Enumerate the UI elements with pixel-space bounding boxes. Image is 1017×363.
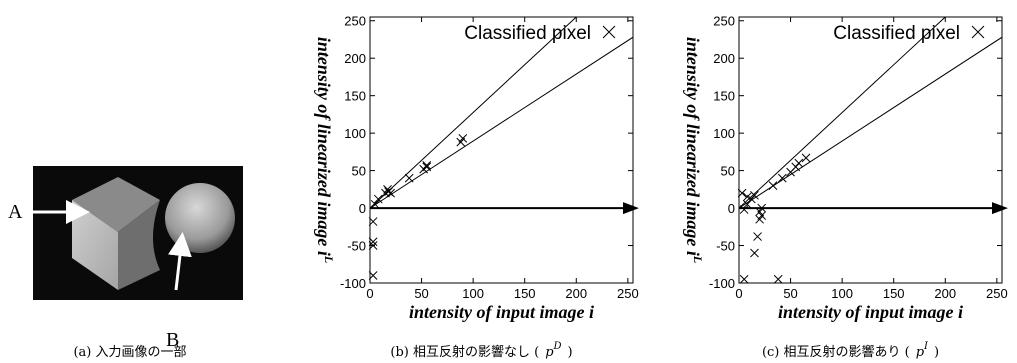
point xyxy=(740,275,748,283)
point xyxy=(405,174,413,182)
y-tick-label: -100 xyxy=(340,276,366,291)
y-tick-label: 0 xyxy=(359,201,366,216)
y-tick-label: -50 xyxy=(347,239,366,254)
point xyxy=(423,161,431,169)
y-tick-label: 50 xyxy=(352,164,366,179)
caption-sup: D xyxy=(553,341,562,352)
y-axis-label-sup: L xyxy=(691,255,705,263)
x-tick-label: 0 xyxy=(366,286,373,301)
y-tick-label: 100 xyxy=(713,126,735,141)
y-tick-label: 100 xyxy=(344,126,366,141)
x-axis-label: intensity of input image i xyxy=(778,302,963,322)
legend-label: Classified pixel xyxy=(833,23,960,44)
reference-line xyxy=(370,17,576,208)
y-axis-label-sup: L xyxy=(322,255,336,263)
y-tick-label: 250 xyxy=(344,14,366,29)
x-tick-label: 0 xyxy=(735,286,742,301)
caption: (a) 入力画像の一部 xyxy=(73,345,186,360)
x-tick-label: 100 xyxy=(462,286,484,301)
x-tick-label: 100 xyxy=(831,286,853,301)
point xyxy=(754,233,762,241)
input-image xyxy=(30,166,243,300)
caption: (c) 相互反射の影響あり (pI) xyxy=(762,341,939,360)
x-tick-label: 200 xyxy=(934,286,956,301)
point xyxy=(758,212,766,220)
legend-label: Classified pixel xyxy=(464,23,591,44)
caption-close: ) xyxy=(568,345,573,360)
caption-close: ) xyxy=(934,345,939,360)
caption-text: (c) 相互反射の影響あり ( xyxy=(762,344,910,360)
figure: A B (a) 入力画像の一部 -100-5005010015020025005… xyxy=(0,0,1017,363)
plot-frame xyxy=(370,17,633,283)
x-tick-label: 150 xyxy=(883,286,905,301)
y-axis-label-text: intensity of linearized image i xyxy=(683,37,703,256)
y-axis-label: intensity of linearized image iL xyxy=(314,37,336,263)
label-a: A xyxy=(8,201,23,223)
y-tick-label: -50 xyxy=(716,239,735,254)
legend-marker xyxy=(972,26,984,38)
point xyxy=(743,193,751,201)
x-axis-label: intensity of input image i xyxy=(409,302,594,322)
reference-line xyxy=(370,37,633,208)
point xyxy=(795,159,803,167)
y-tick-label: -100 xyxy=(709,276,735,291)
x-tick-label: 50 xyxy=(414,286,428,301)
point xyxy=(802,154,810,162)
reference-line xyxy=(739,17,945,208)
reference-line xyxy=(739,37,1002,208)
y-tick-label: 200 xyxy=(344,51,366,66)
x-tick-label: 200 xyxy=(565,286,587,301)
y-tick-label: 250 xyxy=(713,14,735,29)
x-tick-label: 150 xyxy=(514,286,536,301)
y-axis-label-text: intensity of linearized image i xyxy=(314,37,334,256)
caption: (b) 相互反射の影響なし (pD) xyxy=(390,341,572,360)
y-tick-label: 150 xyxy=(344,89,366,104)
caption-text: (b) 相互反射の影響なし ( xyxy=(390,344,539,360)
y-tick-label: 150 xyxy=(713,89,735,104)
y-tick-label: 200 xyxy=(713,51,735,66)
y-tick-label: 50 xyxy=(721,164,735,179)
x-tick-label: 250 xyxy=(617,286,639,301)
caption-sup: I xyxy=(923,341,929,352)
x-tick-label: 50 xyxy=(783,286,797,301)
plot-frame xyxy=(739,17,1002,283)
point xyxy=(774,275,782,283)
y-axis-label: intensity of linearized image iL xyxy=(683,37,705,263)
y-tick-label: 0 xyxy=(728,201,735,216)
point xyxy=(750,249,758,257)
legend-marker xyxy=(603,26,615,38)
point xyxy=(423,163,431,171)
x-tick-label: 250 xyxy=(986,286,1008,301)
point xyxy=(769,182,777,190)
point xyxy=(459,134,467,142)
